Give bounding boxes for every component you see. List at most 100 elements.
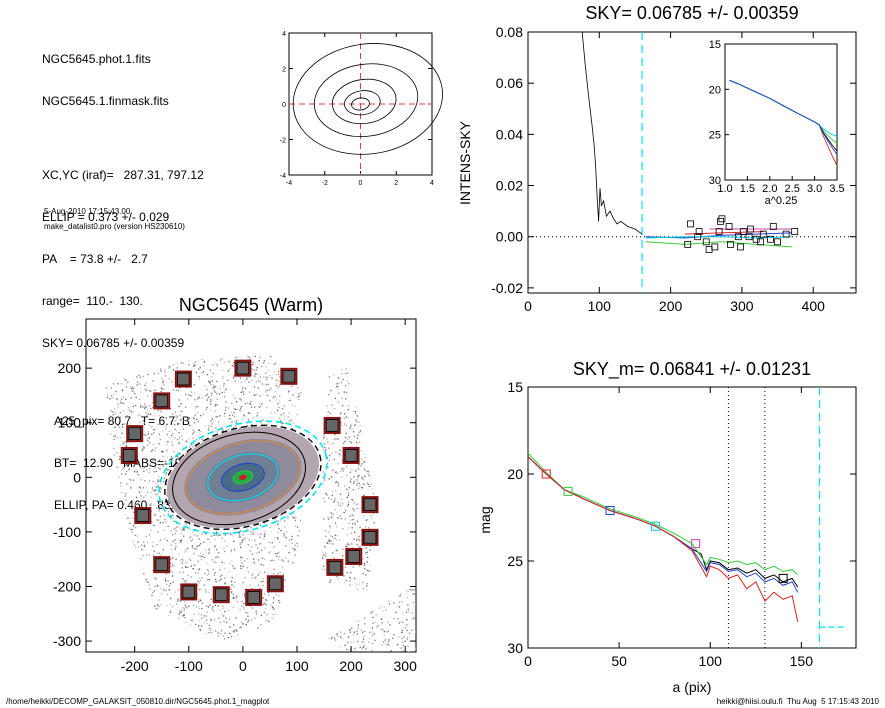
image-speckle (356, 421, 358, 423)
image-speckle (91, 449, 92, 450)
image-speckle (149, 413, 151, 416)
image-speckle (339, 454, 341, 456)
image-speckle (352, 523, 354, 525)
image-speckle (129, 522, 131, 524)
image-speckle (352, 431, 355, 433)
image-speckle (257, 584, 259, 586)
image-speckle (296, 542, 298, 545)
image-speckle (378, 602, 380, 604)
image-speckle (182, 527, 184, 529)
image-speckle (345, 368, 347, 370)
image-speckle (178, 456, 180, 459)
image-speckle (316, 603, 318, 606)
image-speckle (205, 639, 208, 641)
image-speckle (333, 603, 335, 605)
image-speckle (128, 330, 129, 331)
image-speckle (239, 427, 241, 430)
image-speckle (372, 446, 374, 448)
image-speckle (125, 597, 127, 599)
image-speckle (298, 635, 301, 637)
image-speckle (345, 609, 347, 611)
image-speckle (150, 331, 151, 332)
image-speckle (311, 502, 313, 505)
image-speckle (382, 362, 384, 364)
image-speckle (351, 514, 353, 516)
image-speckle (389, 437, 391, 439)
image-speckle (238, 536, 240, 538)
image-speckle (356, 633, 358, 635)
image-speckle (389, 435, 392, 437)
image-speckle (286, 327, 287, 328)
image-speckle (356, 543, 358, 546)
image-speckle (326, 592, 328, 594)
image-speckle (126, 580, 128, 582)
image-speckle (136, 359, 138, 361)
image-speckle (238, 322, 239, 323)
image-speckle (221, 429, 224, 431)
image-speckle (152, 360, 154, 362)
image-speckle (99, 437, 100, 438)
image-speckle (193, 392, 196, 394)
image-speckle (394, 525, 396, 527)
image-speckle (92, 583, 93, 584)
image-speckle (363, 562, 366, 565)
image-speckle (178, 622, 180, 625)
image-speckle (366, 354, 368, 356)
image-speckle (415, 591, 416, 593)
image-speckle (383, 358, 385, 360)
image-speckle (305, 542, 307, 544)
image-speckle (119, 354, 121, 356)
image-speckle (182, 446, 184, 448)
image-speckle (196, 548, 198, 550)
image-speckle (372, 622, 374, 624)
image-speckle (164, 428, 167, 430)
image-speckle (300, 627, 302, 629)
image-speckle (234, 647, 236, 649)
image-speckle (145, 620, 147, 622)
image-speckle (241, 557, 243, 559)
image-speckle (190, 354, 193, 356)
image-speckle (204, 549, 207, 551)
image-speckle (186, 607, 188, 609)
image-speckle (139, 467, 142, 469)
image-speckle (244, 560, 246, 562)
sky-xtick-label: 200 (659, 298, 683, 314)
image-speckle (184, 551, 186, 553)
image-speckle (137, 581, 139, 583)
image-speckle (105, 400, 107, 402)
image-speckle (257, 330, 258, 331)
image-speckle (87, 581, 88, 582)
image-speckle (174, 539, 176, 541)
image-speckle (249, 402, 251, 405)
image-speckle (111, 482, 113, 485)
sky-square-marker (718, 215, 726, 223)
image-speckle (363, 384, 365, 386)
image-speckle (240, 351, 241, 352)
image-speckle (336, 383, 338, 385)
image-speckle (131, 359, 134, 361)
image-speckle (114, 475, 116, 478)
image-speckle (329, 327, 330, 328)
image-speckle (371, 631, 373, 633)
image-speckle (312, 381, 314, 383)
image-speckle (337, 517, 339, 519)
image-speckle (279, 376, 281, 378)
image-speckle (398, 505, 400, 507)
image-speckle (312, 598, 315, 600)
image-speckle (273, 631, 275, 634)
image-speckle (327, 466, 329, 468)
image-speckle (170, 597, 172, 600)
image-speckle (397, 496, 399, 498)
image-speckle (248, 345, 249, 346)
image-speckle (198, 607, 200, 609)
image-speckle (216, 354, 218, 356)
image-speckle (383, 582, 385, 584)
image-speckle (326, 405, 328, 407)
image-speckle (156, 621, 159, 623)
image-speckle (125, 445, 127, 447)
image-speckle (264, 341, 265, 342)
image-speckle (114, 630, 116, 632)
image-speckle (339, 539, 341, 541)
image-speckle (234, 397, 236, 399)
image-speckle (89, 333, 90, 334)
